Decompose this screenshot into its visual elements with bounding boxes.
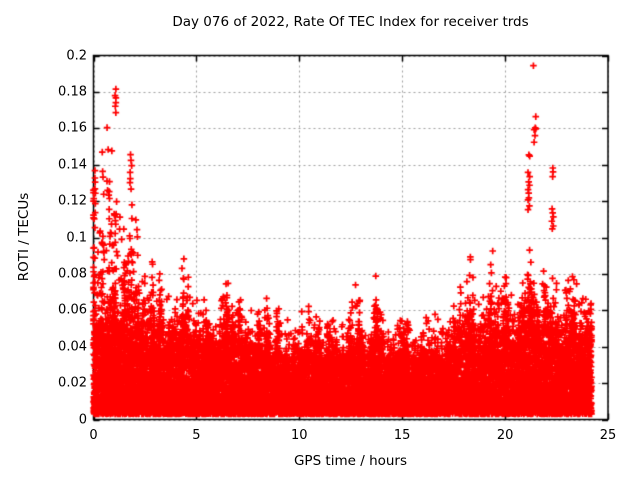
- x-tick-label: 25: [599, 428, 617, 443]
- y-tick-label: 0.08: [58, 266, 87, 282]
- y-tick-label: 0.16: [58, 120, 87, 136]
- x-tick-label: 15: [393, 428, 411, 443]
- x-tick-label: 0: [89, 428, 98, 443]
- y-tick-label: 0.1: [66, 230, 87, 245]
- y-tick-label: 0.14: [58, 157, 87, 173]
- y-tick-label: 0.18: [58, 84, 87, 100]
- y-tick-label: 0.06: [58, 302, 87, 318]
- x-tick-label: 5: [192, 428, 201, 443]
- y-tick-label: 0.02: [58, 375, 87, 391]
- x-tick-label: 20: [496, 428, 514, 443]
- y-tick-label: 0.04: [58, 339, 87, 355]
- y-tick-label: 0: [78, 412, 87, 427]
- chart-title: Day 076 of 2022, Rate Of TEC Index for r…: [172, 14, 529, 30]
- y-tick-label: 0.12: [58, 193, 87, 209]
- y-tick-label: 0.2: [66, 48, 87, 63]
- x-tick-label: 10: [291, 428, 308, 443]
- x-axis-label: GPS time / hours: [293, 453, 408, 469]
